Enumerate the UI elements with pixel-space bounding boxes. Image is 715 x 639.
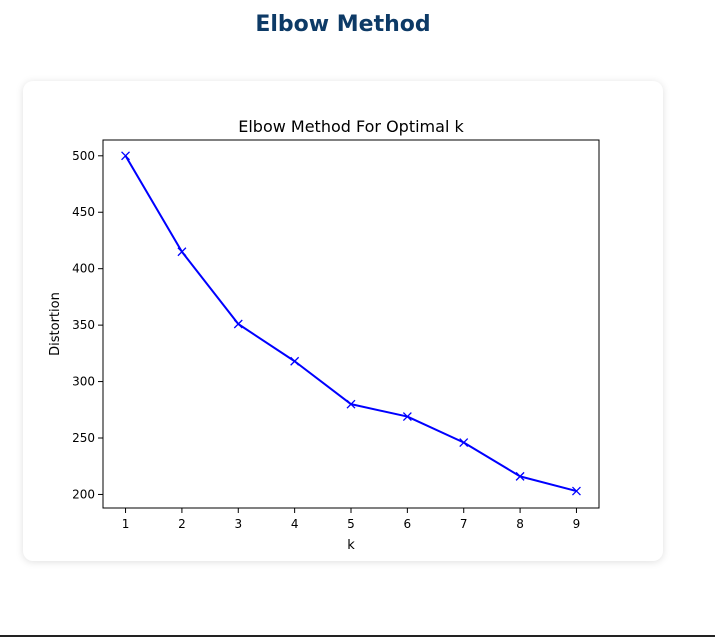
data-point (571, 486, 581, 496)
data-point (459, 438, 469, 447)
x-tick-label: 5 (347, 517, 355, 531)
bottom-divider (0, 635, 715, 637)
page-title: Elbow Method (255, 12, 431, 37)
x-tick-label: 9 (573, 517, 581, 531)
y-axis: 200 250 300 350 400 450 500 (72, 149, 103, 501)
series-line (124, 155, 577, 493)
x-tick-label: 2 (178, 517, 186, 531)
y-tick-label: 250 (72, 431, 95, 445)
data-point (402, 412, 412, 422)
x-tick-label: 8 (516, 517, 524, 531)
x-axis-label: k (347, 538, 355, 553)
x-axis: 1 2 3 4 5 6 7 8 9 (122, 508, 581, 531)
y-tick-label: 200 (72, 487, 95, 501)
x-tick-label: 1 (122, 517, 130, 531)
y-tick-label: 300 (72, 375, 95, 389)
data-point (121, 151, 131, 161)
chart-title: Elbow Method For Optimal k (238, 117, 464, 136)
series-markers (121, 151, 581, 496)
plot-frame (102, 139, 600, 509)
data-point (290, 356, 300, 366)
data-point (515, 471, 525, 481)
x-tick-label: 3 (234, 517, 242, 531)
x-tick-label: 7 (460, 517, 468, 531)
x-tick-label: 4 (291, 517, 299, 531)
data-point (177, 247, 187, 257)
y-axis-label: Distortion (48, 292, 63, 356)
data-point (233, 319, 243, 329)
y-tick-label: 400 (72, 262, 95, 276)
y-tick-label: 450 (72, 205, 95, 219)
data-point (346, 399, 356, 409)
elbow-chart: Elbow Method For Optimal k 1 2 3 4 5 6 7 8 9 200… (48, 117, 600, 553)
chart-card: Elbow Method For Optimal k 1 2 3 4 5 6 7 8 9 200… (23, 81, 663, 561)
y-tick-label: 500 (72, 149, 95, 163)
x-tick-label: 6 (404, 517, 412, 531)
y-tick-label: 350 (72, 318, 95, 332)
